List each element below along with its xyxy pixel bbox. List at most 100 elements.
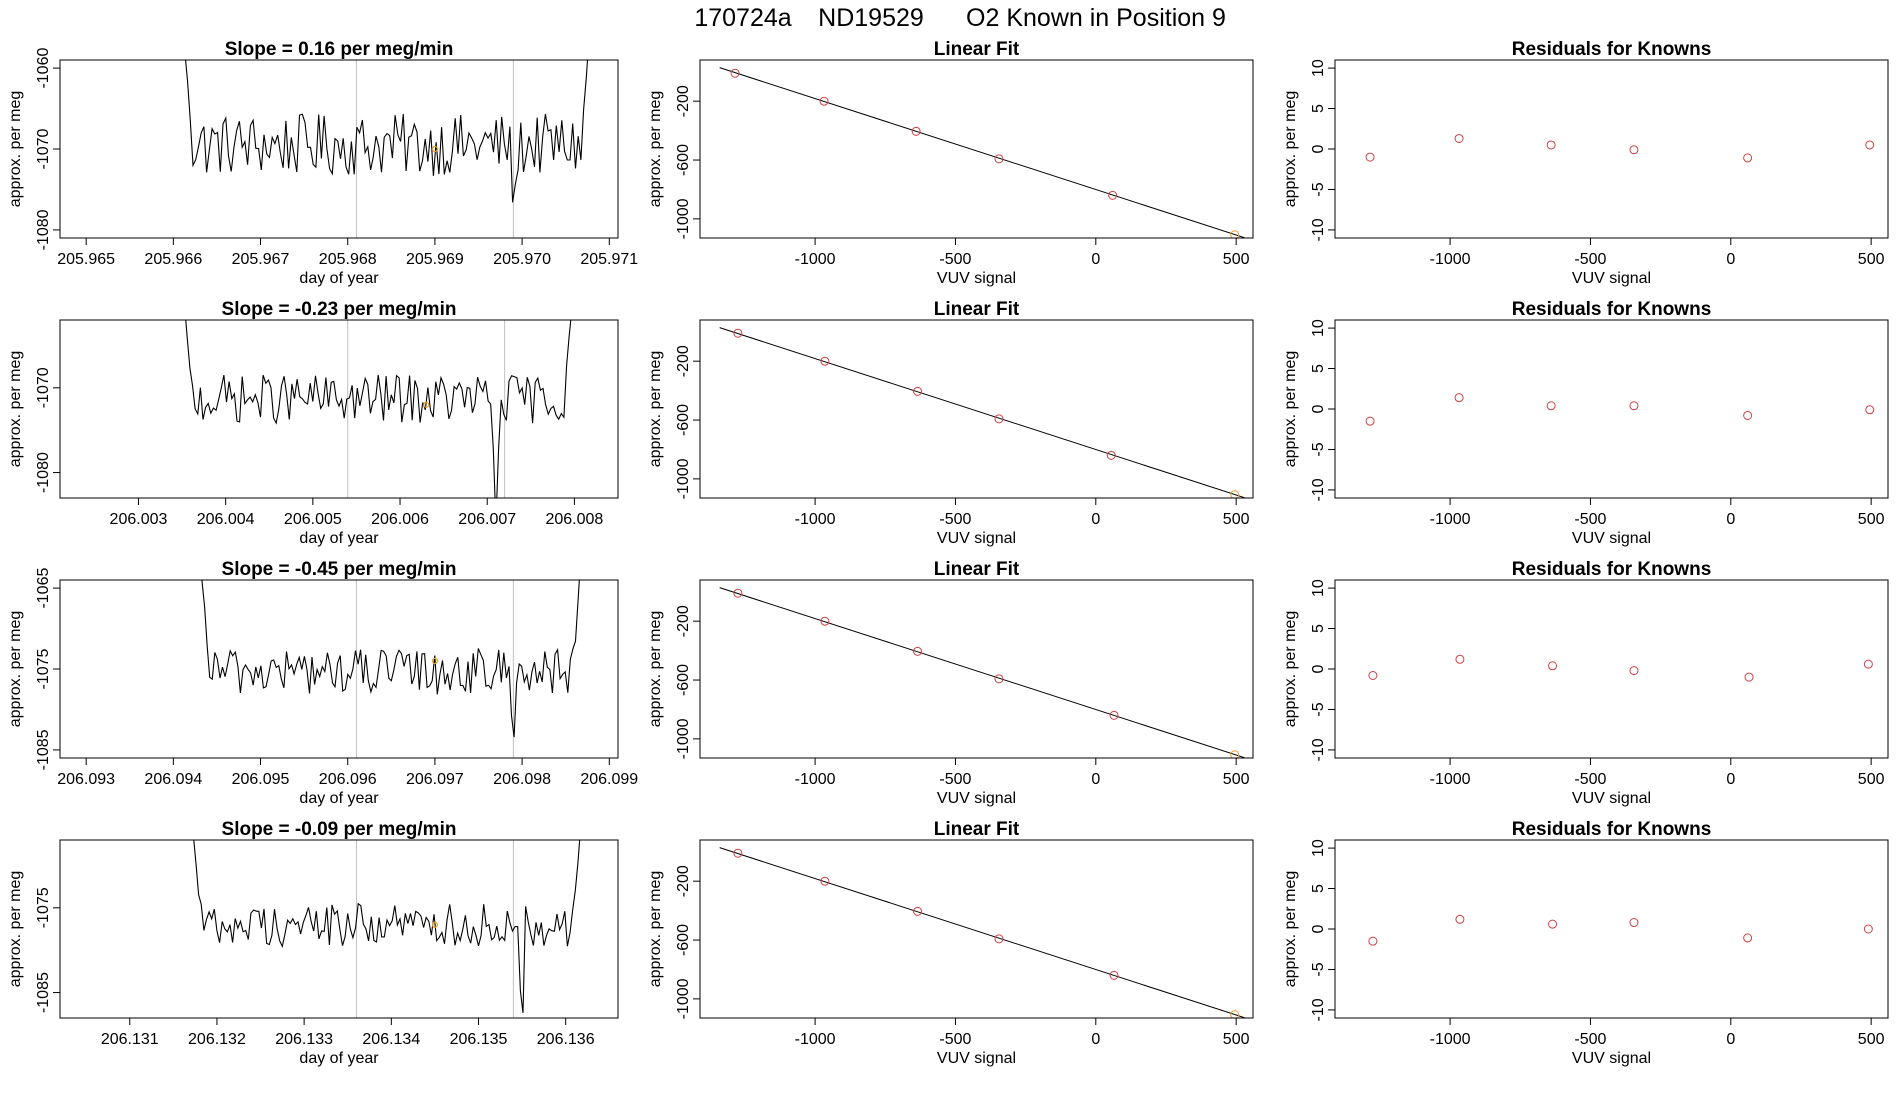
y-tick-label: 0: [1310, 924, 1327, 933]
data-point: [1230, 750, 1240, 758]
y-axis-label: approx. per meg: [647, 871, 664, 988]
plot-frame: [699, 839, 1254, 1019]
plot-area: [201, 580, 580, 758]
panel-title: Linear Fit: [934, 819, 1020, 840]
data-point: [911, 126, 921, 136]
data-point: [1629, 401, 1639, 411]
y-tick-label: 10: [1310, 319, 1327, 337]
y-tick-label: -600: [675, 404, 692, 436]
data-point: [994, 674, 1004, 684]
x-tick-label: 0: [1726, 1031, 1735, 1048]
y-axis-label: approx. per meg: [7, 611, 24, 728]
panel-title: Slope = -0.45 per meg/min: [222, 559, 457, 580]
super-title-known-position: O2 Known in Position 9: [966, 4, 1226, 32]
panel-title: Slope = -0.23 per meg/min: [222, 299, 457, 320]
panel-title: Residuals for Knowns: [1512, 39, 1712, 60]
x-axis-label: VUV signal: [937, 270, 1016, 287]
y-tick-label: -1000: [675, 978, 692, 1019]
data-point: [994, 154, 1004, 164]
y-tick-label: 5: [1310, 364, 1327, 373]
y-tick-label: -200: [675, 865, 692, 897]
y-axis-label: approx. per meg: [647, 611, 664, 728]
plot-frame: [1334, 839, 1889, 1019]
x-tick-label: 206.098: [493, 771, 551, 788]
y-tick-label: -1000: [675, 718, 692, 759]
x-tick-label: 0: [1091, 251, 1100, 268]
y-axis-label: approx. per meg: [7, 91, 24, 208]
x-tick-label: 500: [1223, 251, 1250, 268]
plot-frame: [699, 579, 1254, 759]
data-point: [1108, 190, 1118, 200]
x-tick-label: -1000: [795, 251, 836, 268]
panel-title: Residuals for Knowns: [1512, 299, 1712, 320]
plot-frame: [59, 839, 619, 1019]
y-tick-label: -1075: [35, 648, 52, 689]
x-tick-label: -500: [1574, 771, 1606, 788]
x-tick-label: -1000: [1430, 771, 1471, 788]
panel-title: Slope = 0.16 per meg/min: [225, 39, 454, 60]
x-axis-label: VUV signal: [1572, 270, 1651, 287]
y-tick-label: -1060: [35, 48, 52, 89]
panel-time-series-row-2: Slope = -0.23 per meg/min 206.003 206.004 2…: [7, 299, 619, 547]
y-axis-label: approx. per meg: [7, 871, 24, 988]
x-tick-label: 205.969: [406, 251, 464, 268]
plot-area: [1365, 133, 1875, 163]
known-marker-point: [423, 401, 430, 408]
data-point: [733, 588, 743, 598]
y-tick-label: -1000: [675, 198, 692, 239]
data-point: [913, 646, 923, 656]
x-axis-label: VUV signal: [937, 790, 1016, 807]
data-point: [1546, 401, 1556, 411]
known-marker-point: [431, 657, 439, 665]
data-point: [820, 616, 830, 626]
data-point: [730, 68, 740, 78]
y-tick-label: 5: [1310, 104, 1327, 113]
fit-line: [719, 327, 1245, 498]
data-point: [1629, 918, 1639, 928]
timeseries-line: [193, 840, 581, 1013]
panel-title: Residuals for Knowns: [1512, 559, 1712, 580]
y-tick-label: -5: [1310, 702, 1327, 716]
super-title-sample-id: ND19529: [818, 4, 924, 32]
data-point: [1743, 153, 1753, 163]
fit-line: [719, 847, 1245, 1018]
x-tick-label: 206.008: [545, 511, 603, 528]
panel-title: Residuals for Knowns: [1512, 819, 1712, 840]
x-tick-label: 500: [1858, 511, 1885, 528]
data-point: [1455, 654, 1465, 664]
data-point: [733, 848, 743, 858]
data-point: [1548, 919, 1558, 929]
panel-title: Linear Fit: [934, 39, 1020, 60]
data-point: [1863, 659, 1873, 669]
panel-title: Linear Fit: [934, 299, 1020, 320]
x-tick-label: 500: [1223, 511, 1250, 528]
data-point: [1106, 450, 1116, 460]
y-tick-label: 10: [1310, 579, 1327, 597]
x-tick-label: 205.966: [144, 251, 202, 268]
super-title: 170724a ND19529 O2 Known in Position 9: [694, 4, 1226, 32]
y-tick-label: 5: [1310, 884, 1327, 893]
y-tick-label: -1000: [675, 458, 692, 499]
x-tick-label: -500: [1574, 1031, 1606, 1048]
data-point: [913, 906, 923, 916]
x-tick-label: 206.134: [362, 1031, 420, 1048]
y-tick-label: -5: [1310, 962, 1327, 976]
y-tick-label: -1065: [35, 568, 52, 609]
timeseries-line: [201, 580, 580, 738]
x-tick-label: -500: [1574, 251, 1606, 268]
y-tick-label: 0: [1310, 144, 1327, 153]
x-tick-label: -1000: [795, 1031, 836, 1048]
x-tick-label: 0: [1091, 771, 1100, 788]
y-axis-label: approx. per meg: [647, 91, 664, 208]
panel-linear-fit-row-3: Linear Fit -1000 -500 0 500 -1000 -600 -200 VUV …: [647, 559, 1254, 807]
x-tick-label: 0: [1091, 1031, 1100, 1048]
x-tick-label: 206.136: [537, 1031, 595, 1048]
data-point: [1546, 140, 1556, 150]
data-point: [1455, 914, 1465, 924]
x-tick-label: -1000: [795, 771, 836, 788]
data-point: [1744, 672, 1754, 682]
x-tick-label: 500: [1223, 1031, 1250, 1048]
panel-residuals-row-4: Residuals for Knowns -1000 -500 0 500 -10 -5 0 5…: [1282, 819, 1889, 1067]
x-tick-label: 206.099: [580, 771, 638, 788]
y-tick-label: -600: [675, 144, 692, 176]
